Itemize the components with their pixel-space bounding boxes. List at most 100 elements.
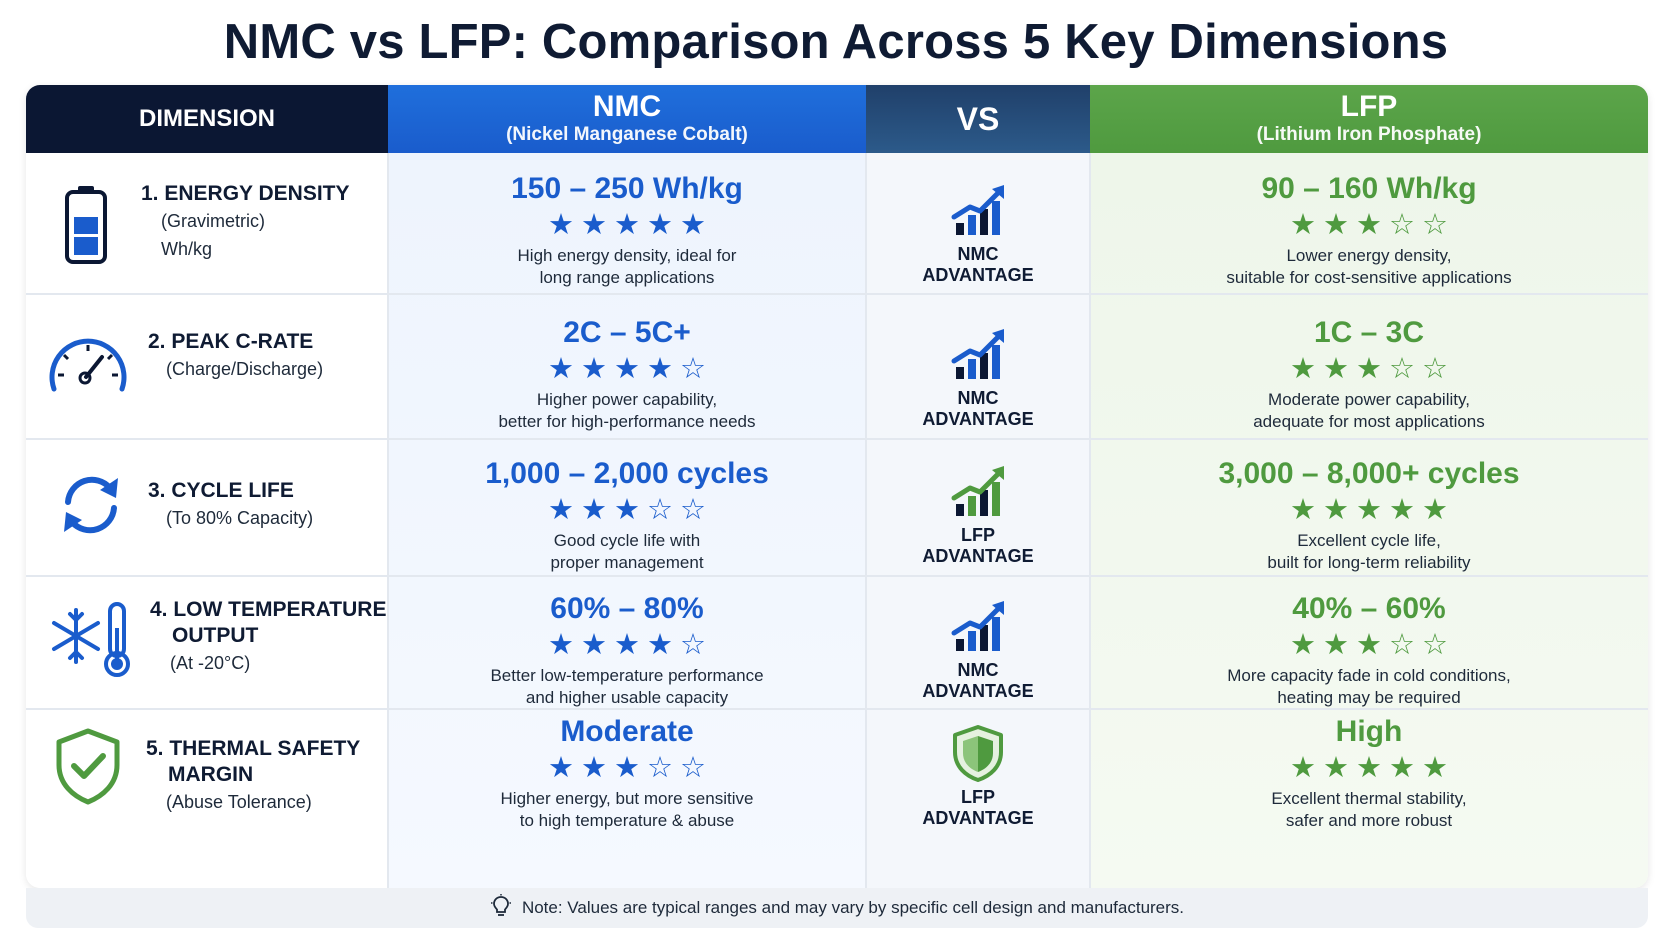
lightbulb-icon — [490, 893, 512, 923]
nmc-cell: 2C – 5C+ ★ ★ ★ ★ ☆ Higher power capability, … — [388, 315, 866, 433]
divider — [387, 153, 389, 888]
header-lfp: LFP (Lithium Iron Phosphate) — [1090, 85, 1648, 153]
nmc-rating: ★ ★ ★ ☆ ☆ — [548, 752, 706, 784]
lfp-rating: ★ ★ ★ ☆ ☆ — [1290, 209, 1448, 241]
lfp-desc: suitable for cost-sensitive applications — [1226, 268, 1512, 287]
nmc-desc: High energy density, ideal for — [517, 246, 737, 265]
row-divider — [26, 438, 1648, 440]
row-divider — [26, 575, 1648, 577]
dimension-sub: (To 80% Capacity) — [166, 508, 314, 528]
bar-chart-up-icon — [948, 464, 1008, 525]
nmc-desc: proper management — [550, 553, 704, 572]
header-lfp-name: LFP — [1340, 90, 1398, 123]
snowflake-thermometer-icon — [50, 599, 134, 679]
star-filled-icon: ★ — [647, 353, 673, 385]
lfp-value: 3,000 – 8,000+ cycles — [1218, 457, 1520, 490]
nmc-value: 150 – 250 Wh/kg — [511, 172, 743, 205]
star-filled-icon: ★ — [548, 752, 574, 784]
nmc-desc: and higher usable capacity — [525, 688, 729, 707]
divider — [865, 153, 867, 888]
lfp-desc: Lower energy density, — [1286, 246, 1452, 265]
star-filled-icon: ★ — [1323, 209, 1349, 241]
advantage-label: ADVANTAGE — [922, 409, 1034, 429]
star-empty-icon: ☆ — [680, 494, 706, 526]
header-vs: VS — [866, 85, 1090, 153]
comparison-table: DIMENSION NMC (Nickel Manganese Cobalt) … — [26, 85, 1648, 888]
star-filled-icon: ★ — [614, 752, 640, 784]
nmc-desc: Better low-temperature performance — [490, 666, 764, 685]
advantage-label: ADVANTAGE — [922, 808, 1034, 828]
nmc-cell: 1,000 – 2,000 cycles ★ ★ ★ ☆ ☆ Good cycle li… — [388, 456, 866, 574]
star-filled-icon: ★ — [1290, 494, 1316, 526]
lfp-rating: ★ ★ ★ ☆ ☆ — [1290, 353, 1448, 385]
lfp-cell: 3,000 – 8,000+ cycles ★ ★ ★ ★ ★ Excellent cy… — [1090, 456, 1648, 574]
dimension-sub: (Charge/Discharge) — [166, 359, 324, 379]
nmc-rating: ★ ★ ★ ☆ ☆ — [548, 494, 706, 526]
star-filled-icon: ★ — [614, 353, 640, 385]
lfp-cell: High ★ ★ ★ ★ ★ Excellent thermal stability, … — [1090, 714, 1648, 832]
lfp-desc: More capacity fade in cold conditions, — [1227, 666, 1511, 685]
star-empty-icon: ☆ — [680, 752, 706, 784]
star-filled-icon: ★ — [1290, 353, 1316, 385]
advantage-cell: LFP ADVANTAGE — [866, 464, 1090, 567]
advantage-winner: NMC — [957, 244, 999, 264]
table-row: 1. ENERGY DENSITY (Gravimetric) Wh/kg 15… — [26, 153, 1648, 293]
star-filled-icon: ★ — [548, 494, 574, 526]
star-empty-icon: ☆ — [1389, 629, 1415, 661]
lfp-desc: safer and more robust — [1285, 811, 1453, 830]
star-filled-icon: ★ — [548, 353, 574, 385]
lfp-cell: 1C – 3C ★ ★ ★ ☆ ☆ Moderate power capability,… — [1090, 315, 1648, 433]
advantage-cell: NMC ADVANTAGE — [866, 183, 1090, 286]
star-filled-icon: ★ — [1290, 752, 1316, 784]
lfp-desc: adequate for most applications — [1253, 412, 1485, 431]
shield-check-icon — [52, 726, 124, 806]
lfp-rating: ★ ★ ★ ★ ★ — [1290, 752, 1448, 784]
table-row: 2. PEAK C-RATE (Charge/Discharge) 2C – 5… — [26, 295, 1648, 438]
nmc-cell: Moderate ★ ★ ★ ☆ ☆ Higher energy, but more s… — [388, 714, 866, 832]
star-empty-icon: ☆ — [1422, 629, 1448, 661]
row-divider — [26, 708, 1648, 710]
battery-icon — [60, 183, 112, 267]
star-empty-icon: ☆ — [1422, 209, 1448, 241]
dimension-name: 2. PEAK C-RATE — [148, 330, 314, 353]
star-filled-icon: ★ — [581, 353, 607, 385]
nmc-cell: 60% – 80% ★ ★ ★ ★ ☆ Better low-temperature p… — [388, 591, 866, 709]
nmc-desc: better for high-performance needs — [498, 412, 756, 431]
footnote: Note: Values are typical ranges and may … — [26, 888, 1648, 928]
header-dimension: DIMENSION — [26, 85, 388, 153]
advantage-winner: NMC — [957, 660, 999, 680]
header-nmc-name: NMC — [592, 90, 662, 123]
star-empty-icon: ☆ — [647, 752, 673, 784]
nmc-desc: Higher energy, but more sensitive — [500, 789, 754, 808]
star-filled-icon: ★ — [1422, 752, 1448, 784]
star-filled-icon: ★ — [1356, 353, 1382, 385]
advantage-cell: NMC ADVANTAGE — [866, 599, 1090, 702]
header-lfp-full: (Lithium Iron Phosphate) — [1256, 124, 1482, 145]
nmc-value: 2C – 5C+ — [563, 316, 691, 349]
table-row: 4. LOW TEMPERATURE OUTPUT (At -20°C) 60%… — [26, 577, 1648, 708]
star-filled-icon: ★ — [647, 629, 673, 661]
star-filled-icon: ★ — [1290, 629, 1316, 661]
star-empty-icon: ☆ — [647, 494, 673, 526]
advantage-label: ADVANTAGE — [922, 265, 1034, 285]
star-filled-icon: ★ — [581, 629, 607, 661]
star-filled-icon: ★ — [1323, 494, 1349, 526]
table-row: 5. THERMAL SAFETY MARGIN (Abuse Toleranc… — [26, 710, 1648, 888]
dimension-name: 4. LOW TEMPERATURE — [150, 598, 387, 621]
star-empty-icon: ☆ — [1422, 353, 1448, 385]
nmc-desc: long range applications — [539, 268, 715, 287]
dimension-sub: (Abuse Tolerance) — [166, 792, 312, 812]
dimension-column — [26, 153, 388, 888]
nmc-rating: ★ ★ ★ ★ ★ — [548, 211, 706, 240]
star-filled-icon: ★ — [581, 752, 607, 784]
star-filled-icon: ★ — [1422, 494, 1448, 526]
bar-chart-up-icon — [948, 599, 1008, 660]
header-dimension-label: DIMENSION — [138, 105, 275, 132]
header-nmc: NMC (Nickel Manganese Cobalt) — [388, 85, 866, 153]
table-row: 3. CYCLE LIFE (To 80% Capacity) 1,000 – … — [26, 440, 1648, 575]
dimension-name-cont: OUTPUT — [172, 624, 259, 647]
lfp-value: 90 – 160 Wh/kg — [1261, 172, 1477, 205]
star-filled-icon: ★ — [581, 494, 607, 526]
dimension-text: 2. PEAK C-RATE (Charge/Discharge) — [148, 329, 323, 383]
nmc-value: 1,000 – 2,000 cycles — [485, 457, 769, 490]
